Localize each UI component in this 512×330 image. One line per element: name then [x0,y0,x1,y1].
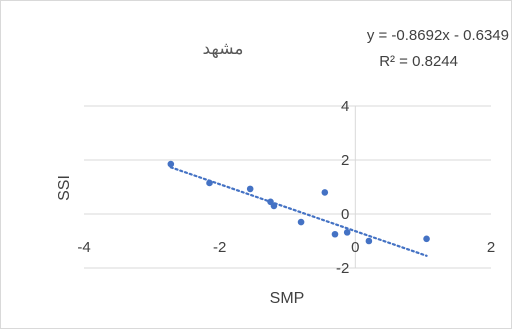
x-tick-label: -2 [213,239,226,256]
y-tick-label: 4 [341,98,349,115]
y-tick-label: 2 [341,152,349,169]
x-tick-label: -4 [77,239,90,256]
trendline-r-squared: R² = 0.8244 [379,53,458,70]
gridlines [84,105,491,269]
trendline-group [169,166,428,257]
x-tick-label: 2 [487,239,495,256]
data-point [206,179,213,187]
points-group [167,160,430,245]
x-axis-title: SMP [270,290,305,307]
y-tick-label: -2 [336,260,349,277]
chart-title: مشهد [202,39,243,59]
data-point [423,235,430,243]
trendline [169,166,428,257]
data-point [365,237,373,245]
data-point [343,229,351,236]
data-point [167,160,175,168]
data-point [331,230,339,238]
data-point [246,185,254,193]
axes [84,106,491,268]
data-point [321,189,329,196]
trendline-equation: y = -0.8692x - 0.6349 [367,27,509,44]
data-point [297,218,305,226]
y-axis-title: SSI [56,175,73,201]
y-tick-label: 0 [341,206,349,223]
data-point [270,202,278,210]
x-tick-label: 0 [351,239,359,256]
